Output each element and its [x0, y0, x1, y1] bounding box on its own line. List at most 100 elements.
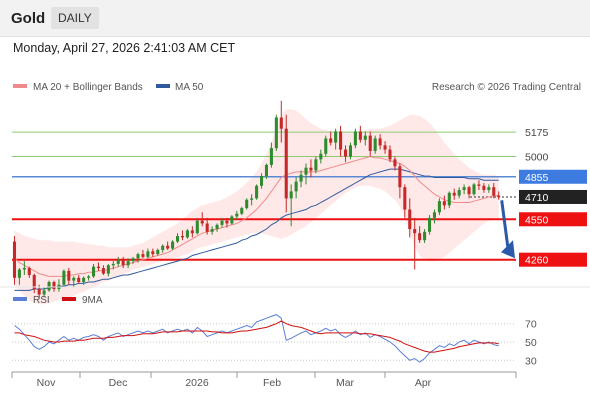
candle-body: [329, 138, 333, 143]
candle: [175, 233, 180, 243]
x-tick-label: Nov: [37, 377, 56, 389]
x-tick-label: Apr: [415, 377, 432, 389]
candle: [403, 184, 407, 218]
ma20-legend-swatch: [13, 84, 27, 88]
rsi-legend-label: RSI: [33, 295, 50, 306]
candle: [442, 195, 446, 210]
candle-body: [91, 266, 96, 277]
rsi-tick-30: 30: [525, 355, 537, 367]
candle-body: [175, 236, 180, 242]
candle-body: [161, 245, 165, 250]
candle: [482, 183, 486, 193]
candle: [348, 142, 353, 160]
rsi-legend-swatch: [13, 297, 27, 301]
forecast-arrow: [500, 200, 515, 259]
candle: [22, 261, 26, 276]
candle-body: [195, 220, 199, 234]
rsi-tick-50: 50: [525, 337, 537, 349]
candle-body: [136, 254, 140, 259]
candle: [220, 217, 224, 228]
candle-body: [279, 117, 283, 129]
level-tag-bg-4710: [519, 189, 587, 204]
candle: [353, 128, 357, 149]
forecast-arrow-head: [501, 240, 515, 259]
candle: [432, 209, 437, 224]
level-tag-5000: 5000: [525, 152, 549, 164]
candle: [230, 215, 234, 225]
candle-body: [437, 201, 441, 213]
candle: [126, 258, 130, 269]
candle-body: [497, 195, 501, 197]
candle: [423, 229, 427, 243]
x-axis: Nov Dec 2026 Feb Mar Apr: [11, 371, 517, 389]
candle: [166, 241, 170, 250]
candle-body: [12, 241, 17, 278]
candle: [368, 131, 372, 157]
candle: [91, 263, 96, 278]
candle-body: [72, 277, 76, 281]
candle: [77, 275, 81, 284]
candle: [82, 276, 86, 285]
candle: [67, 268, 71, 285]
candle-body: [42, 290, 46, 295]
candle-body: [67, 270, 71, 281]
candle-body: [156, 249, 160, 255]
candle: [101, 265, 105, 276]
candle-body: [166, 245, 170, 249]
candle-body: [111, 263, 115, 266]
period-button[interactable]: DAILY: [51, 7, 99, 29]
level-tag-4260: 4260: [525, 255, 549, 267]
candle-body: [32, 275, 36, 289]
candle-body: [27, 268, 31, 276]
candle-body: [250, 198, 254, 200]
candle-body: [121, 259, 125, 266]
moving-averages: [14, 155, 499, 291]
candle-body: [62, 270, 66, 285]
candle: [309, 159, 313, 178]
ma9-legend-swatch: [62, 297, 76, 301]
ma50-legend-swatch: [156, 84, 170, 88]
candle: [408, 198, 412, 238]
candle: [383, 141, 387, 154]
candle-body: [388, 149, 392, 160]
ma20-line: [14, 155, 499, 277]
legend-rsi: RSI 9MA: [13, 295, 103, 306]
candle-body: [334, 131, 338, 143]
candle: [269, 142, 273, 168]
candle: [171, 240, 175, 250]
candle: [255, 184, 259, 200]
candle: [492, 183, 496, 199]
candle: [274, 114, 278, 151]
candle: [378, 134, 382, 150]
candle: [299, 170, 303, 188]
candle: [388, 145, 392, 163]
x-tick-label: Mar: [336, 377, 355, 389]
candle: [314, 156, 318, 174]
candle-body: [47, 282, 51, 291]
candlesticks: [12, 100, 501, 299]
candle-body: [200, 220, 204, 224]
candle-body: [235, 213, 239, 217]
instrument-title: Gold: [11, 10, 46, 27]
candle-body: [77, 277, 81, 282]
candle-body: [101, 268, 105, 274]
candle-body: [87, 276, 91, 278]
candle: [151, 248, 155, 257]
candle: [363, 131, 367, 146]
candle-body: [269, 148, 273, 165]
level-tag-bg-4550: [519, 212, 587, 227]
candle-body: [432, 212, 437, 218]
candle: [447, 191, 451, 209]
candle-body: [482, 185, 486, 190]
candle: [477, 180, 481, 190]
candle-body: [180, 236, 185, 238]
candle: [141, 249, 145, 259]
candle-body: [343, 149, 348, 157]
candle-body: [319, 153, 323, 160]
candle: [497, 191, 501, 200]
candle-body: [368, 135, 372, 151]
candle: [146, 248, 150, 259]
candle: [121, 256, 125, 269]
candle-body: [185, 230, 189, 238]
rsi-tick-70: 70: [525, 319, 537, 331]
